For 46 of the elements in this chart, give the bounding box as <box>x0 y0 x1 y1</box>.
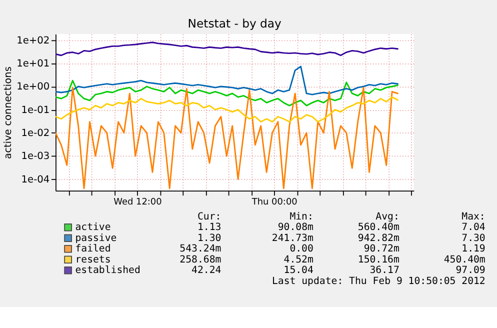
text: 36.17 <box>370 265 400 276</box>
y-tick-label: 1e+02 <box>16 35 50 46</box>
text: 90.72m <box>364 244 400 255</box>
text: Avg: <box>376 211 400 222</box>
text: 942.82m <box>358 232 400 244</box>
text: 150.16m <box>358 254 400 266</box>
legend-label: active <box>75 222 111 234</box>
text: Cur: <box>197 211 222 222</box>
text: 560.40m <box>358 222 400 234</box>
text: 1.19 <box>462 244 486 255</box>
text: 1.13 <box>197 222 222 234</box>
line-series <box>56 66 398 96</box>
y-tick-label: 1e+01 <box>16 58 50 70</box>
text: 90.08m <box>278 222 314 234</box>
y-tick-label: 1e+00 <box>16 82 50 93</box>
text: Last update: Thu Feb 9 10:50:05 2012 <box>272 276 486 287</box>
y-axis-title: active connections <box>3 66 14 159</box>
line-series <box>56 42 398 56</box>
legend-label: established <box>75 265 140 276</box>
text: 450.40m <box>444 254 486 266</box>
x-tick-label: Wed 12:00 <box>114 198 162 208</box>
text: 42.24 <box>192 265 222 276</box>
text: 7.04 <box>462 222 486 234</box>
y-tick-label: 1e-03 <box>21 151 50 162</box>
y-tick-label: 1e-01 <box>21 104 50 116</box>
text: 543.24m <box>180 244 222 255</box>
legend-label: failed <box>75 244 111 255</box>
text: 7.30 <box>462 232 486 244</box>
y-tick-label: 1e-04 <box>21 174 50 186</box>
x-tick-label: Thu 00:00 <box>250 198 298 208</box>
text: 1.30 <box>197 232 222 244</box>
line-series <box>56 80 398 106</box>
text: 241.73m <box>272 232 314 244</box>
text: Max: <box>462 211 486 222</box>
text: 97.09 <box>456 265 486 276</box>
line-series <box>56 96 398 123</box>
legend-label: passive <box>75 232 117 244</box>
y-tick-label: 1e-02 <box>21 128 50 139</box>
text: 15.04 <box>284 265 314 276</box>
line-series <box>56 86 398 190</box>
text: Min: <box>290 211 314 222</box>
text: 258.68m <box>180 254 222 266</box>
text: 0.00 <box>290 244 314 255</box>
chart-title: Netstat - by day <box>188 16 282 31</box>
text: 4.52m <box>284 254 314 266</box>
legend-label: resets <box>75 254 111 266</box>
